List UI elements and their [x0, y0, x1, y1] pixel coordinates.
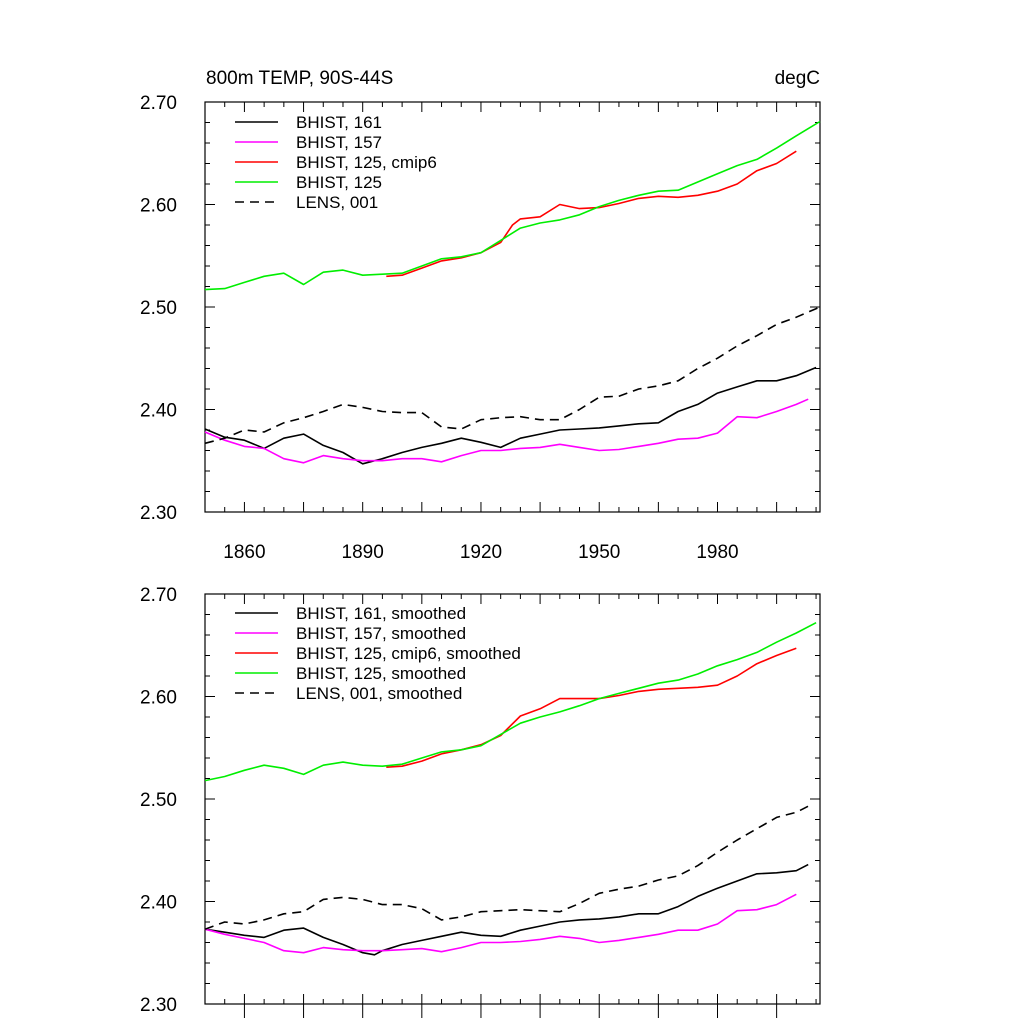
- y-tick-label: 2.70: [140, 585, 177, 606]
- x-tick-label: 1950: [578, 542, 620, 563]
- y-tick-label: 2.40: [140, 401, 177, 422]
- legend-label: BHIST, 157, smoothed: [296, 624, 466, 643]
- y-tick-label: 2.60: [140, 196, 177, 217]
- legend-label: BHIST, 161: [296, 113, 382, 132]
- series-line: [204, 366, 817, 465]
- legend-label: BHIST, 125: [296, 173, 382, 192]
- series-line: [204, 120, 821, 291]
- legend-label: BHIST, 125, cmip6, smoothed: [296, 644, 521, 663]
- bottom-panel: 2.30 2.40 2.50 2.60 2.70 BHIST, 161, smoothed…: [140, 585, 821, 1018]
- top-panel-units: degC: [775, 68, 820, 89]
- series-line: [386, 150, 797, 278]
- legend-label: BHIST, 161, smoothed: [296, 604, 466, 623]
- series-line: [204, 863, 809, 956]
- series-line: [204, 893, 797, 954]
- x-tick-label: 1860: [223, 542, 265, 563]
- legend-label: BHIST, 125, cmip6: [296, 153, 437, 172]
- legend-label: BHIST, 125, smoothed: [296, 664, 466, 683]
- x-tick-label: 1920: [460, 542, 502, 563]
- y-tick-label: 2.50: [140, 298, 177, 319]
- y-tick-label: 2.30: [140, 995, 177, 1016]
- y-tick-label: 2.50: [140, 790, 177, 811]
- legend-label: LENS, 001, smoothed: [296, 684, 462, 703]
- series-line: [204, 805, 809, 930]
- series-line: [204, 398, 809, 464]
- y-tick-label: 2.30: [140, 503, 177, 524]
- legend-label: BHIST, 157: [296, 133, 382, 152]
- series-line: [204, 621, 817, 782]
- y-tick-label: 2.70: [140, 93, 177, 114]
- top-panel-title: 800m TEMP, 90S-44S: [206, 68, 393, 89]
- top-panel: 2.30 2.40 2.50 2.60 2.70 1860 1890 1920 1950 1980…: [140, 93, 821, 563]
- x-tick-label: 1980: [696, 542, 738, 563]
- x-tick-label: 1890: [342, 542, 384, 563]
- series-line: [204, 306, 821, 445]
- y-tick-label: 2.40: [140, 893, 177, 914]
- y-tick-label: 2.60: [140, 688, 177, 709]
- series-line: [386, 647, 797, 768]
- legend-label: LENS, 001: [296, 193, 378, 212]
